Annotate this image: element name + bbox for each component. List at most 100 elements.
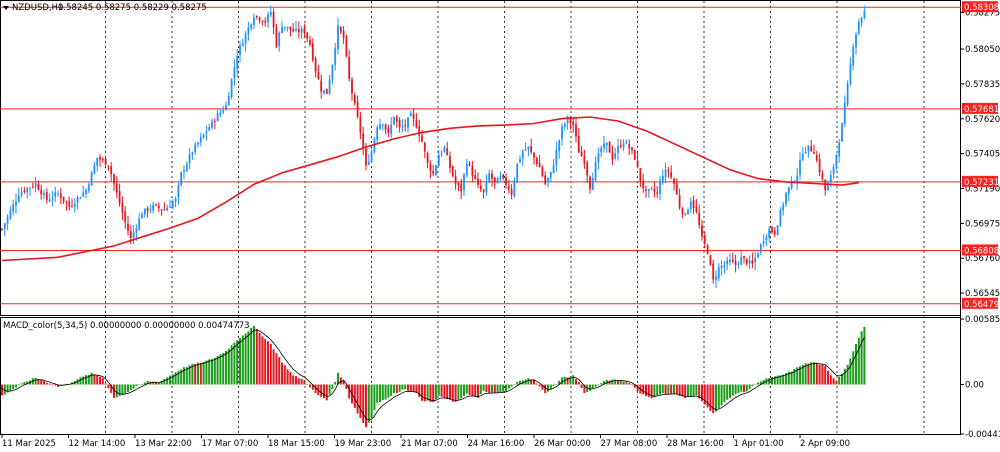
macd-bar xyxy=(493,384,496,393)
macd-bar xyxy=(519,380,521,385)
candle-body xyxy=(211,120,213,128)
candle-body xyxy=(138,218,141,230)
macd-bar xyxy=(90,372,93,385)
candle-body xyxy=(491,173,493,179)
candle-body xyxy=(171,202,174,208)
bear-candle xyxy=(703,231,706,249)
macd-bar xyxy=(852,351,855,385)
candle-body xyxy=(421,135,423,142)
symbol-dropdown-icon[interactable] xyxy=(3,6,9,10)
bull-candle xyxy=(521,149,524,167)
bear-candle xyxy=(423,141,426,159)
macd-bar xyxy=(261,336,264,385)
candle-body xyxy=(381,124,384,126)
bear-candle xyxy=(482,188,485,199)
candle-body xyxy=(188,154,191,164)
macd-bar xyxy=(569,376,572,385)
macd-bar xyxy=(409,384,412,392)
macd-bar xyxy=(566,377,569,385)
bull-candle xyxy=(617,138,619,161)
candle-body xyxy=(34,183,37,188)
bull-candle xyxy=(143,208,146,218)
bull-candle xyxy=(689,197,692,214)
macd-bar xyxy=(17,384,20,386)
candle-body xyxy=(365,148,367,166)
candle-body xyxy=(90,172,93,186)
macd-bar xyxy=(827,370,829,385)
macd-bar xyxy=(289,372,292,385)
candle-body xyxy=(815,155,818,161)
bull-candle xyxy=(801,147,804,162)
candle-body xyxy=(533,152,535,158)
candle-body xyxy=(675,183,678,195)
macd-bar xyxy=(57,384,59,387)
candle-body xyxy=(180,172,183,185)
bear-candle xyxy=(418,119,421,143)
bull-candle xyxy=(720,260,723,276)
macd-bar xyxy=(491,384,493,393)
candle-body xyxy=(734,260,737,265)
candle-body xyxy=(614,153,617,159)
macd-bar xyxy=(507,384,510,389)
macd-bar xyxy=(535,383,538,385)
bear-candle xyxy=(426,151,429,169)
bear-candle xyxy=(692,195,695,215)
macd-bar xyxy=(135,384,138,387)
macd-bar xyxy=(365,384,367,428)
bull-candle xyxy=(48,193,51,203)
bear-candle xyxy=(45,188,48,204)
macd-bar xyxy=(202,361,205,385)
macd-bar xyxy=(12,384,15,390)
bull-candle xyxy=(401,119,404,133)
macd-bar xyxy=(213,357,216,385)
candle-body xyxy=(241,43,244,47)
candle-body xyxy=(471,166,474,176)
candle-body xyxy=(244,33,247,45)
candle-body xyxy=(768,228,771,238)
candle-body xyxy=(26,188,29,193)
candle-body xyxy=(502,174,505,178)
bull-candle xyxy=(625,139,628,145)
macd-bar xyxy=(768,378,771,385)
candle-body xyxy=(555,149,558,165)
bull-candle xyxy=(832,163,835,180)
bear-candle xyxy=(681,206,684,219)
bull-candle xyxy=(754,251,757,271)
bull-candle xyxy=(496,176,499,184)
bull-candle xyxy=(807,145,810,158)
candle-body xyxy=(465,163,468,176)
candle-body xyxy=(253,17,255,26)
macd-bar xyxy=(286,369,289,385)
candle-body xyxy=(605,142,608,146)
bear-candle xyxy=(124,206,127,230)
macd-bar xyxy=(348,384,351,399)
bull-candle xyxy=(233,59,236,86)
candle-body xyxy=(855,34,857,48)
macd-bar xyxy=(855,344,857,385)
candle-body xyxy=(698,212,701,225)
time-label: 1 Apr 01:00 xyxy=(734,439,784,449)
macd-bar xyxy=(174,372,177,385)
candle-body xyxy=(810,146,813,152)
candle-body xyxy=(199,137,202,142)
bull-candle xyxy=(183,165,185,180)
candle-body xyxy=(796,175,799,183)
macd-bar xyxy=(524,379,527,385)
symbol-label[interactable]: NZDUSD,H1 xyxy=(12,3,63,13)
macd-bar xyxy=(297,378,300,385)
candle-body xyxy=(286,26,289,28)
bear-candle xyxy=(59,187,62,205)
bear-candle xyxy=(653,181,656,198)
candle-body xyxy=(348,56,351,79)
candle-body xyxy=(48,199,51,202)
bull-candle xyxy=(132,225,135,244)
macd-bar xyxy=(617,380,619,385)
macd-bar xyxy=(611,379,614,385)
candle-body xyxy=(488,173,491,183)
bear-candle xyxy=(107,165,110,171)
macd-bar xyxy=(673,384,675,394)
macd-bar xyxy=(191,363,194,385)
candle-body xyxy=(222,110,225,113)
candle-body xyxy=(457,182,460,186)
